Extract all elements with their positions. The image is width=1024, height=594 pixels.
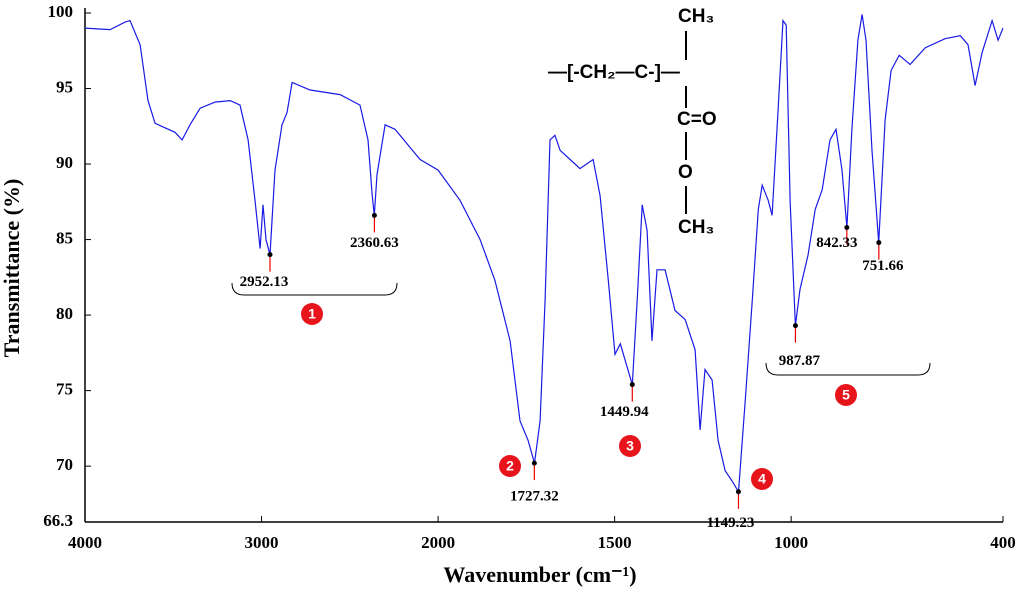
x-axis-title: Wavenumber (cm⁻¹) [443,562,636,587]
structure-text: C=O [677,109,717,130]
structure-text: O [678,162,693,183]
y-tick-label: 75 [56,380,73,399]
group-number: 5 [842,387,850,403]
bracket [765,362,931,376]
group-number: 3 [626,438,634,454]
x-tick-label: 2000 [421,533,455,552]
peak-point [876,240,882,246]
x-tick-label: 400 [990,533,1016,552]
peak-label: 1449.94 [600,404,649,420]
structure-text: CH₃ [678,217,714,238]
y-tick-label: 80 [56,304,73,323]
peak-label: 1149.23 [706,515,754,531]
peak-label: 1727.32 [510,489,559,505]
group-number: 2 [506,458,514,474]
peak-point [371,212,377,218]
y-tick-label: 85 [56,228,73,247]
spectrum-line [84,14,1004,494]
group-number: 4 [758,471,766,487]
group-badge [619,435,641,457]
group-badge [499,455,521,477]
structure-text: —[-CH₂—C-]— [548,62,680,83]
group-badge [835,384,857,406]
y-tick-label: 66.3 [43,511,73,530]
peak-label: 987.87 [779,353,821,369]
y-tick-label: 100 [48,2,74,21]
peak-label: 2360.63 [350,235,399,251]
group-number: 1 [308,306,316,322]
x-tick-label: 4000 [68,533,102,552]
y-tick-label: 95 [56,77,73,96]
peak-point [267,252,273,258]
y-axis-title: Transmittance (%) [0,179,24,358]
structure-text: CH₃ [678,6,714,27]
peak-label: 751.66 [862,258,904,274]
y-tick-label: 70 [56,455,73,474]
peak-label: 842.33 [816,235,857,251]
group-badge [751,468,773,490]
peak-point [531,460,537,466]
peak-point [844,224,850,230]
y-tick-label: 90 [56,153,73,172]
x-tick-label: 1000 [774,533,808,552]
x-tick-label: 1500 [598,533,632,552]
peak-point [629,382,635,388]
group-badge [301,303,323,325]
bracket [231,282,398,296]
x-tick-label: 3000 [245,533,279,552]
peak-point [735,489,741,495]
peak-label: 2952.13 [240,274,289,290]
peak-point [792,323,798,329]
